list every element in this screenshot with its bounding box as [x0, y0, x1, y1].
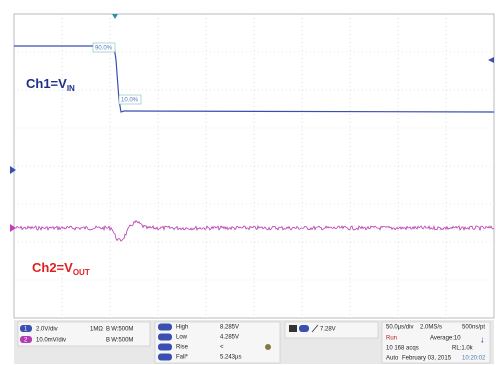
ch2-subscript: OUT — [73, 268, 90, 277]
ch1-subscript: IN — [67, 84, 75, 93]
channel-scale: 10.0mV/div — [36, 338, 66, 344]
trigger-icon — [289, 325, 297, 332]
ch2-name: Ch2=V — [32, 260, 73, 275]
resolution: 500ns/pt — [462, 325, 485, 331]
channel-scale: 2.0V/div — [36, 327, 58, 333]
trigger-source-badge — [299, 325, 309, 332]
trigger-level: 7.28V — [320, 327, 336, 333]
time: 10:20:02 — [462, 356, 486, 362]
measurement-label: High — [176, 325, 188, 331]
channel-coupling: 1MΩ — [90, 327, 103, 333]
measurement-value: 5.243µs — [220, 355, 241, 361]
date: February 03, 2015 — [402, 356, 452, 362]
measurement-label: Fall* — [176, 355, 189, 361]
measurement-label: Rise — [176, 345, 189, 351]
channel-bandwidth: B W:500M — [106, 338, 133, 344]
measurement-icon — [265, 344, 271, 350]
record-length: RL:1.0k — [452, 346, 474, 352]
measurement-value: 8.285V — [220, 325, 239, 331]
level-label: 90.0% — [95, 46, 113, 52]
acq-mode: Average:10 — [430, 336, 461, 342]
arrow-icon: ↓ — [480, 334, 485, 344]
ch1-name: Ch1=V — [26, 76, 67, 91]
measurement-value: 4.285V — [220, 335, 239, 341]
trigger-mode: Auto — [386, 356, 399, 362]
channel-bandwidth: B W:500M — [106, 327, 133, 333]
measurement-box — [155, 322, 280, 363]
measurement-badge — [158, 334, 172, 341]
level-label: 10.0% — [121, 98, 139, 104]
measurement-badge — [158, 354, 172, 361]
oscilloscope-screen: 90.0% 10.0% Ch1=VIN Ch2=VOUT 1 2.0V/div … — [0, 0, 496, 365]
run-state: Run — [386, 336, 397, 342]
measurement-badge — [158, 344, 172, 351]
acq-count: 10 168 acqs — [386, 346, 419, 352]
timebase: 50.0µs/div — [386, 325, 413, 331]
measurement-label: Low — [176, 335, 188, 341]
sample-rate: 2.0MS/s — [420, 325, 442, 331]
measurement-badge — [158, 324, 172, 331]
measurement-value: < — [220, 345, 224, 351]
